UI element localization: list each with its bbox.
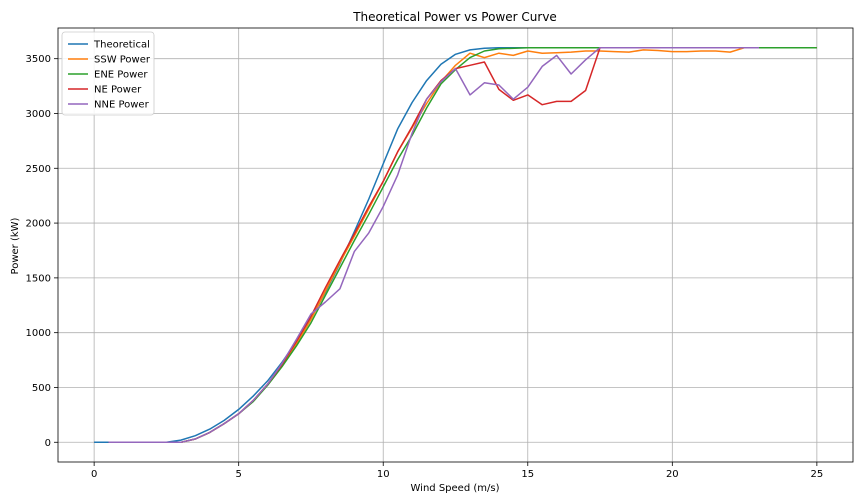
x-tick-label: 15 xyxy=(521,469,534,480)
y-axis-title: Power (kW) xyxy=(10,217,21,274)
x-tick-label: 5 xyxy=(235,469,241,480)
y-tick-label: 2000 xyxy=(26,219,51,230)
y-tick-label: 2500 xyxy=(26,164,51,175)
legend: Theoretical SSW Power ENE Power NE Power NNE… xyxy=(61,31,155,116)
legend-label-theoretical: Theoretical xyxy=(93,40,150,51)
y-tick-label: 0 xyxy=(45,438,51,449)
legend-label-nne-power: NNE Power xyxy=(94,100,150,111)
legend-label-ssw-power: SSW Power xyxy=(94,55,151,66)
x-axis-title: Wind Speed (m/s) xyxy=(411,483,500,494)
x-tick-label: 10 xyxy=(377,469,390,480)
series-line-nne-power xyxy=(108,46,759,444)
plot-frame xyxy=(57,27,854,463)
y-tick-label: 3000 xyxy=(26,109,51,120)
grid-layer xyxy=(58,28,853,462)
y-tick-label: 1000 xyxy=(26,328,51,339)
chart-title: Theoretical Power vs Power Curve xyxy=(352,10,557,24)
y-tick-label: 3500 xyxy=(26,54,51,65)
x-tick-label: 0 xyxy=(91,469,97,480)
y-tick-label: 500 xyxy=(32,383,51,394)
legend-box xyxy=(61,31,155,116)
series-layer xyxy=(94,46,817,444)
x-tick-label: 25 xyxy=(810,469,823,480)
legend-label-ne-power: NE Power xyxy=(94,85,142,96)
legend-label-ene-power: ENE Power xyxy=(94,70,148,81)
y-tick-label: 1500 xyxy=(26,273,51,284)
tick-layer: 0 5 10 15 20 25 0 500 1000 1500 2000 2500 3000 3500 xyxy=(26,54,824,480)
x-tick-label: 20 xyxy=(666,469,679,480)
